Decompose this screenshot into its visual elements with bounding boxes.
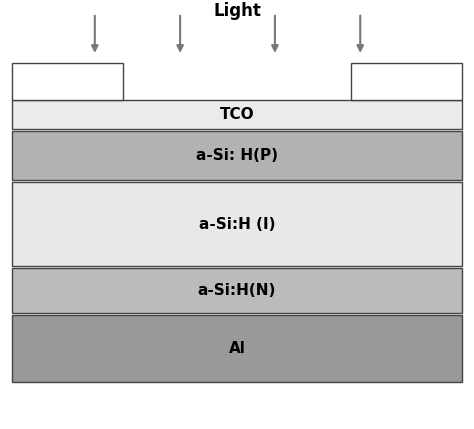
Text: a-Si:H(N): a-Si:H(N) xyxy=(198,283,276,298)
Text: TCO: TCO xyxy=(219,107,255,121)
Bar xyxy=(12,315,462,382)
Text: Al: Al xyxy=(228,341,246,356)
Bar xyxy=(12,100,462,129)
Text: a-Si: H(P): a-Si: H(P) xyxy=(196,148,278,163)
Bar xyxy=(12,182,462,266)
Bar xyxy=(351,63,462,100)
Text: a-Si:H (I): a-Si:H (I) xyxy=(199,217,275,232)
Bar xyxy=(12,131,462,180)
Bar xyxy=(12,63,123,100)
Bar xyxy=(12,268,462,313)
Text: Light: Light xyxy=(213,2,261,20)
